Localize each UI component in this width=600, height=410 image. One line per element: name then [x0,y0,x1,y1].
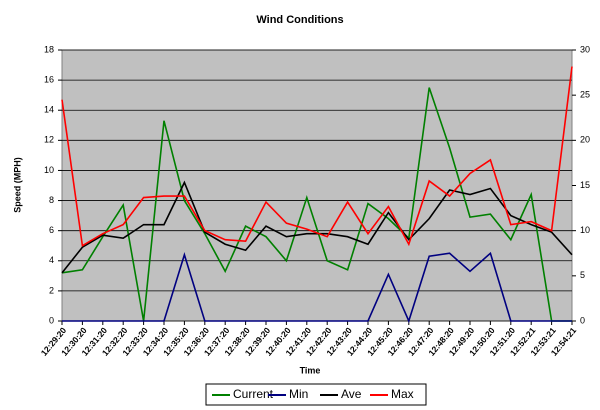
y-tick-label: 18 [44,44,54,54]
series-line [61,66,573,248]
y2-tick-label: 30 [580,44,590,54]
y-tick-label: 6 [49,225,54,235]
legend-label: Max [391,387,414,401]
y2-tick-label: 15 [580,180,590,190]
plot-area [61,49,573,322]
legend-label: Min [289,387,308,401]
y2-tick-label: 25 [580,90,590,100]
legend-box [205,383,427,406]
y-tick-label: 0 [49,315,54,325]
y-tick-label: 12 [44,135,54,145]
y2-tick-label: 20 [580,135,590,145]
y-tick-label: 10 [44,165,54,175]
y-tick-label: 2 [49,285,54,295]
y-axis-label: Speed (MPH) [12,157,22,213]
y-tick-label: 16 [44,74,54,84]
chart-title: Wind Conditions [256,14,343,26]
series-line [62,251,572,324]
series-line [61,87,572,322]
y2-tick-label: 0 [580,315,585,325]
legend-label: Ave [341,387,362,401]
y-tick-label: 14 [44,105,54,115]
x-axis-label: Time [300,365,321,375]
legend-label: Current [233,387,274,401]
y2-tick-label: 5 [580,270,585,280]
y2-tick-label: 10 [580,225,590,235]
y-tick-label: 4 [49,255,54,265]
y-tick-label: 8 [49,195,54,205]
